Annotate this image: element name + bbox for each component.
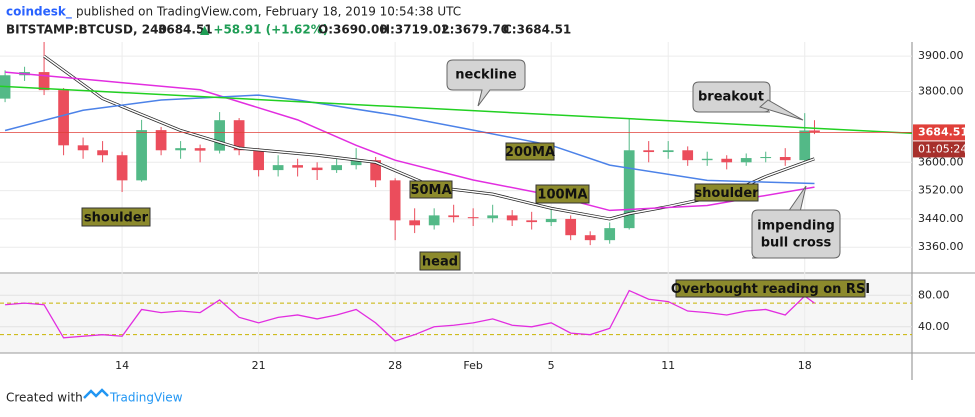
countdown-box	[913, 141, 965, 158]
candle-body	[701, 158, 713, 161]
candle-body	[116, 155, 128, 181]
annotation-box	[409, 180, 453, 199]
annotation-box	[535, 184, 590, 204]
annotation: 100MA	[537, 188, 587, 203]
candle-body	[253, 150, 264, 171]
last: 3684.51	[158, 23, 213, 37]
candle-body	[604, 228, 616, 241]
symbol: BITSTAMP:BTCUSD, 240	[6, 23, 167, 37]
candle-body	[799, 130, 811, 161]
footer-brand: TradingView	[109, 391, 183, 405]
candle-body	[526, 220, 538, 223]
candle-body	[428, 215, 440, 226]
rsi-line	[5, 289, 815, 342]
candle-body	[370, 160, 382, 181]
callout-tip	[758, 99, 804, 121]
x-tick-label: Feb	[463, 359, 482, 372]
indicator-line	[5, 71, 815, 212]
candle-body	[760, 157, 772, 159]
annotation-box	[419, 251, 461, 271]
candle-body	[448, 215, 460, 218]
candle-body	[77, 145, 89, 151]
candle-body	[292, 165, 303, 168]
candle-body	[643, 150, 655, 153]
candle-body	[740, 158, 752, 163]
candle-body	[311, 167, 323, 171]
candle-body	[487, 215, 499, 219]
candle-body	[682, 150, 694, 161]
annotation: 200MA	[505, 145, 555, 160]
ohlc: C:3684.51	[503, 23, 571, 37]
x-tick-label: 11	[661, 359, 675, 372]
annotation: bull cross	[761, 236, 832, 251]
candle-body	[175, 148, 186, 151]
change: ▲ +58.91 (+1.62%)	[200, 23, 328, 37]
tv-logo	[83, 388, 109, 399]
last-price-label: 3684.51	[918, 125, 968, 138]
candle-body	[721, 158, 733, 163]
y-tick-label: 3520.00	[918, 184, 964, 197]
candle-body	[389, 180, 401, 221]
candle-body	[194, 148, 206, 151]
annotation-box	[694, 183, 759, 202]
callout	[751, 209, 841, 259]
countdown: 01:05:24	[918, 142, 967, 155]
annotation-box	[675, 279, 866, 298]
candle-body	[331, 165, 342, 171]
callout	[446, 59, 526, 107]
annotation: shoulder	[694, 186, 759, 201]
y-tick-label: 3360.00	[918, 240, 964, 253]
publisher: coindesk_	[6, 5, 72, 20]
y-tick-label: 3900.00	[918, 49, 964, 62]
indicator-line	[0, 85, 913, 135]
annotation-box	[505, 142, 555, 161]
candle-body	[809, 130, 820, 133]
ohlc: L:3679.70	[442, 23, 509, 37]
callout	[692, 81, 771, 113]
candle-body	[623, 150, 635, 229]
candle-body	[409, 220, 421, 226]
candle-body	[272, 165, 284, 171]
annotation: neckline	[455, 68, 517, 83]
candle-body	[545, 218, 557, 223]
annotation: shoulder	[84, 211, 149, 226]
y-tick-label: 3440.00	[918, 212, 964, 225]
x-tick-label: 5	[548, 359, 555, 372]
candle-body	[155, 130, 167, 151]
y-tick-label: 3800.00	[918, 85, 964, 98]
last-price-box	[913, 124, 965, 141]
candle-body	[565, 218, 577, 236]
candle-body	[97, 150, 108, 156]
ohlc: O:3690.00	[318, 23, 388, 37]
candle-body	[58, 90, 69, 146]
annotation: Overbought reading on RSI	[671, 282, 870, 297]
x-tick-label: 28	[388, 359, 402, 372]
published: published on TradingView.com, February 1…	[76, 5, 461, 19]
footer-created: Created with	[6, 391, 83, 405]
annotation-box	[81, 207, 151, 227]
y-tick-label: 80.00	[918, 288, 950, 301]
candle-body	[662, 150, 674, 153]
annotation: breakout	[698, 90, 764, 105]
candle-body	[350, 160, 362, 166]
annotation: 50MA	[410, 183, 451, 198]
x-tick-label: 21	[252, 359, 266, 372]
candle-body	[136, 130, 147, 181]
x-tick-label: 14	[115, 359, 129, 372]
candle-body	[506, 215, 518, 221]
candle-body	[779, 157, 791, 161]
y-tick-label: 40.00	[918, 320, 950, 333]
candle-body	[38, 72, 50, 91]
annotation: impending	[757, 219, 835, 234]
candle-body	[233, 120, 245, 151]
ohlc: H:3719.02	[380, 23, 450, 37]
annotation: head	[422, 255, 458, 270]
candle-body	[467, 217, 479, 219]
y-tick-label: 3600.00	[918, 155, 964, 168]
indicator-line	[4, 94, 815, 185]
candle-body	[214, 120, 225, 151]
x-tick-label: 18	[798, 359, 812, 372]
candle-body	[584, 235, 596, 241]
